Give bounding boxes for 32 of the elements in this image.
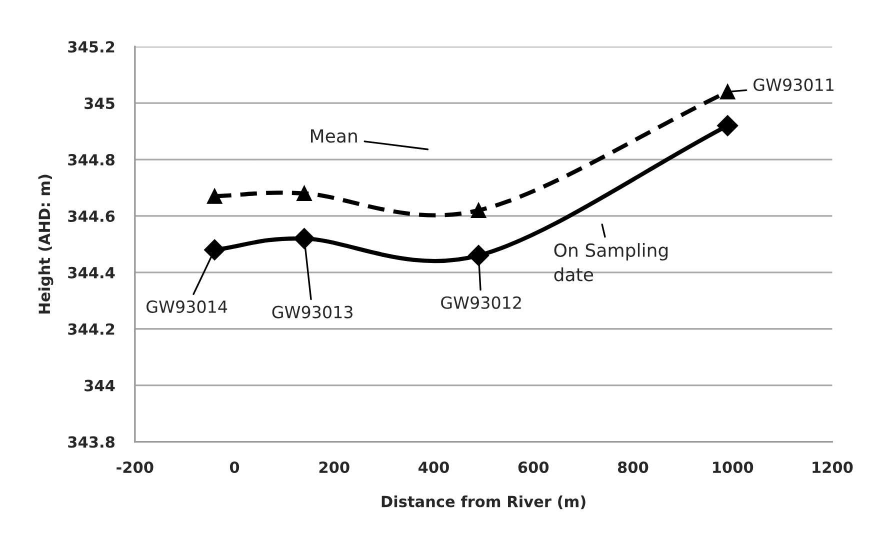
point (296, 186, 312, 202)
x-tick-label: 400 (418, 461, 449, 474)
annotation: GW93013 (272, 306, 352, 318)
x-tick-label: -200 (116, 461, 154, 474)
y-axis-title: Height (AHD: m) (38, 174, 54, 314)
x-tick-label: 1000 (713, 461, 754, 474)
y-tick-label: 343.8 (68, 436, 115, 448)
x-axis-title: Distance from River (m) (382, 495, 586, 510)
y-tick-label: 345 (84, 98, 114, 110)
point (470, 202, 486, 218)
x-tick-label: 1200 (812, 461, 853, 474)
y-tick-label: 345.2 (68, 41, 114, 53)
point (468, 244, 490, 266)
point (204, 239, 226, 260)
annotation: GW93014 (146, 300, 228, 314)
y-tick-label: 344.8 (68, 154, 115, 166)
y-tick-label: 344.4 (68, 266, 115, 278)
point (206, 188, 222, 204)
x-tick-label: 600 (518, 461, 549, 474)
point (294, 228, 315, 250)
point (717, 115, 738, 136)
y-tick-label: 344.2 (68, 323, 114, 335)
annotation: GW93012 (441, 296, 521, 309)
x-tick-label: 0 (230, 461, 240, 474)
x-tick-label: 800 (618, 461, 648, 474)
annotation: On Sampling date (554, 243, 668, 282)
y-tick-label: 344 (84, 380, 115, 392)
annotation: Mean (311, 129, 357, 143)
y-tick-label: 344.6 (68, 210, 115, 222)
x-tick-label: 200 (319, 461, 350, 474)
annotation: GW93011 (754, 78, 834, 92)
point (720, 84, 736, 100)
